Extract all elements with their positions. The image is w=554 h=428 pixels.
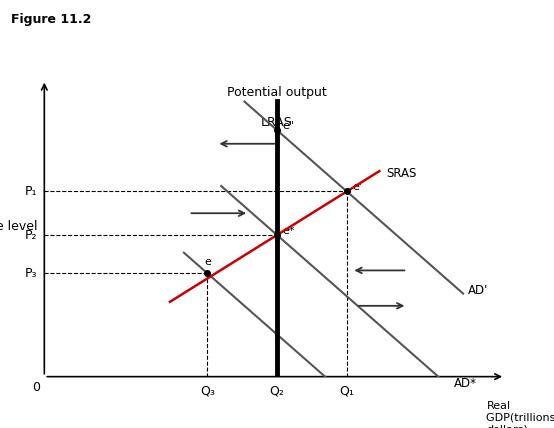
Text: Potential output: Potential output xyxy=(227,86,327,99)
Text: AD': AD' xyxy=(468,284,488,297)
Text: SRAS: SRAS xyxy=(386,167,417,180)
Text: Figure 11.2: Figure 11.2 xyxy=(11,13,91,26)
Text: Q₁: Q₁ xyxy=(340,385,354,398)
Text: Real
GDP(trillions of
dollars): Real GDP(trillions of dollars) xyxy=(486,401,554,428)
Text: e*: e* xyxy=(283,226,295,236)
Text: LRAS: LRAS xyxy=(261,116,293,129)
Text: Q₂: Q₂ xyxy=(270,385,284,398)
Text: e: e xyxy=(205,257,212,267)
Text: e": e" xyxy=(283,121,295,131)
Text: e': e' xyxy=(352,182,362,192)
Text: AD*: AD* xyxy=(454,377,477,390)
Text: 0: 0 xyxy=(32,381,40,394)
Text: P₃: P₃ xyxy=(25,267,37,279)
Text: Price level: Price level xyxy=(0,220,37,233)
Text: Q₃: Q₃ xyxy=(200,385,214,398)
Text: P₁: P₁ xyxy=(25,185,37,198)
Text: P₂: P₂ xyxy=(25,229,37,241)
